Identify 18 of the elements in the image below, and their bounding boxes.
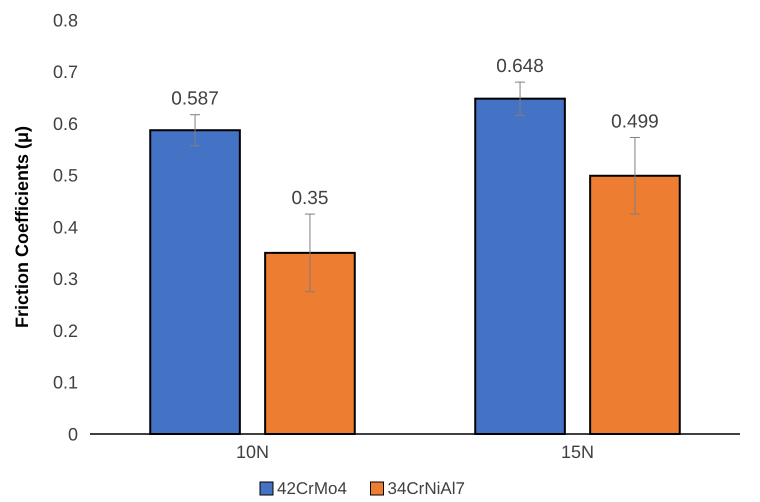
legend-label: 34CrNiAl7 <box>388 479 465 498</box>
data-label: 0.35 <box>291 188 328 210</box>
x-tick-label: 10N <box>236 442 270 462</box>
y-tick-label: 0.2 <box>52 320 78 341</box>
y-tick-label: 0 <box>68 424 78 444</box>
y-tick-label: 0.4 <box>52 217 78 238</box>
legend-label: 42CrMo4 <box>277 479 347 498</box>
y-tick-label: 0.5 <box>52 166 78 186</box>
y-axis-title: Friction Coefficients (μ) <box>12 126 32 328</box>
y-tick-label: 0.8 <box>52 10 78 30</box>
y-tick-label: 0.7 <box>52 62 78 82</box>
data-label: 0.587 <box>171 88 219 110</box>
data-label: 0.648 <box>496 56 544 78</box>
y-tick-label: 0.1 <box>52 372 78 393</box>
y-tick-label: 0.6 <box>52 114 78 134</box>
x-tick-label: 15N <box>560 442 594 462</box>
data-label: 0.499 <box>611 111 659 132</box>
y-tick-label: 0.3 <box>52 269 78 290</box>
